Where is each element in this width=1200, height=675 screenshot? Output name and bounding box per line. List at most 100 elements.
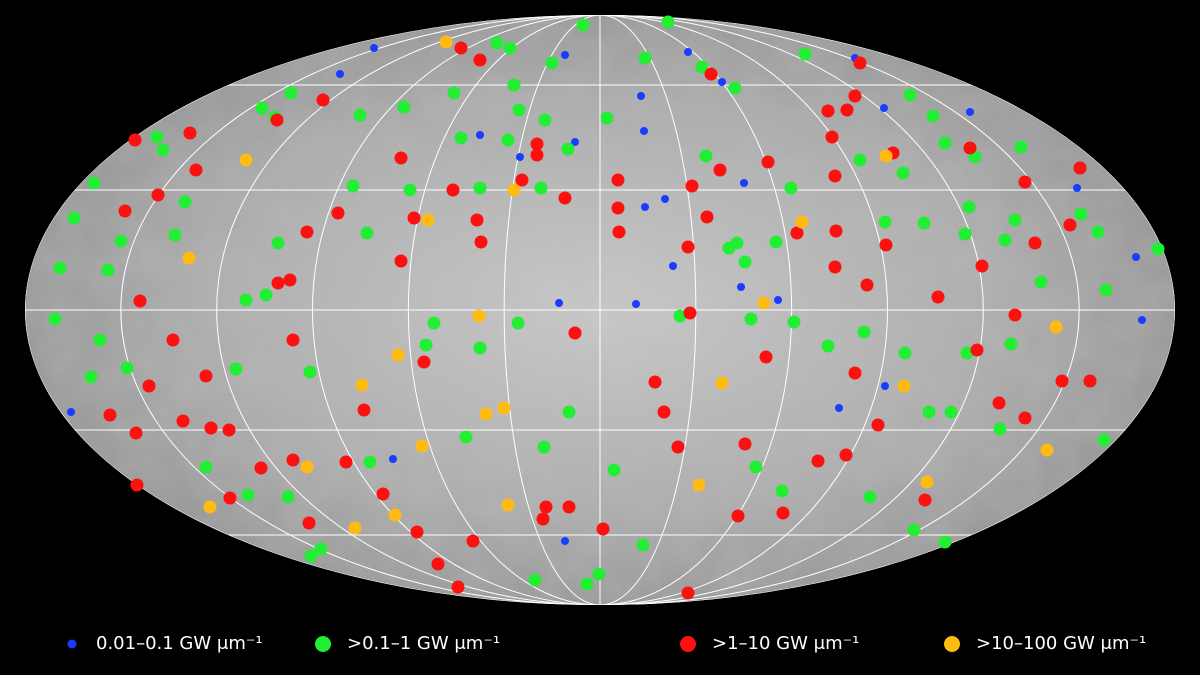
hotspot [975, 259, 989, 273]
hotspot [1008, 213, 1022, 227]
hotspot [966, 108, 974, 116]
hotspot [241, 488, 255, 502]
hotspot [454, 41, 468, 55]
hotspot [853, 56, 867, 70]
hotspot [156, 143, 170, 157]
hotspot [825, 130, 839, 144]
hotspot [700, 210, 714, 224]
hotspot [473, 341, 487, 355]
hotspot [512, 103, 526, 117]
hotspot [907, 523, 921, 537]
hotspot [388, 508, 402, 522]
hotspot [133, 294, 147, 308]
hotspot [761, 155, 775, 169]
hotspot [881, 382, 889, 390]
legend-marker [680, 636, 696, 652]
hotspot [769, 235, 783, 249]
hotspot [1008, 308, 1022, 322]
hotspot [1083, 374, 1097, 388]
hotspot [562, 405, 576, 419]
hotspot [314, 542, 328, 556]
hotspot [129, 426, 143, 440]
hotspot [612, 225, 626, 239]
hotspot [681, 240, 695, 254]
hotspot [970, 343, 984, 357]
hotspot [271, 236, 285, 250]
hotspot [447, 86, 461, 100]
hotspot [284, 86, 298, 100]
hotspot [183, 126, 197, 140]
hotspot [671, 440, 685, 454]
hotspot [353, 108, 367, 122]
hotspot [503, 41, 517, 55]
hotspot [168, 228, 182, 242]
hotspot [403, 183, 417, 197]
hotspot [316, 93, 330, 107]
hotspot [355, 378, 369, 392]
hotspot [530, 137, 544, 151]
hotspot [917, 216, 931, 230]
hotspot [336, 70, 344, 78]
hotspot [731, 509, 745, 523]
hotspot [568, 326, 582, 340]
hotspot [539, 500, 553, 514]
hotspot [840, 103, 854, 117]
legend-marker [315, 636, 331, 652]
hotspot [944, 405, 958, 419]
hotspot [490, 36, 504, 50]
hotspot [142, 379, 156, 393]
hotspot [357, 403, 371, 417]
hotspot [811, 454, 825, 468]
hotspot [376, 487, 390, 501]
hotspot [515, 173, 529, 187]
meridian [120, 15, 1080, 605]
hotspot [558, 191, 572, 205]
hotspot [1014, 140, 1028, 154]
hotspot [394, 254, 408, 268]
hotspot [1004, 337, 1018, 351]
hotspot [931, 290, 945, 304]
hotspot [863, 490, 877, 504]
hotspot [828, 260, 842, 274]
hotspot [740, 179, 748, 187]
hotspot [898, 346, 912, 360]
hotspot [501, 133, 515, 147]
hotspot [607, 463, 621, 477]
hotspot [695, 60, 709, 74]
hotspot [339, 455, 353, 469]
hotspot [507, 78, 521, 92]
legend-marker [944, 636, 960, 652]
hotspot [1049, 320, 1063, 334]
hotspot [1074, 207, 1088, 221]
hotspot [410, 525, 424, 539]
hotspot [835, 404, 843, 412]
hotspot [283, 273, 297, 287]
hotspot [222, 423, 236, 437]
hotspot [239, 293, 253, 307]
hotspot [459, 430, 473, 444]
hotspot [474, 235, 488, 249]
hotspot [684, 48, 692, 56]
hotspot [775, 484, 789, 498]
hotspot [685, 179, 699, 193]
hotspot [254, 461, 268, 475]
hotspot [880, 104, 888, 112]
hotspot [303, 365, 317, 379]
hotspot [1018, 175, 1032, 189]
hotspot [632, 300, 640, 308]
hotspot [271, 276, 285, 290]
hotspot [1055, 374, 1069, 388]
hotspot [1138, 316, 1146, 324]
hotspot [960, 346, 974, 360]
hotspot [839, 448, 853, 462]
hotspot [926, 109, 940, 123]
hotspot [67, 211, 81, 225]
hotspot [757, 296, 771, 310]
hotspot [737, 283, 745, 291]
hotspot [407, 211, 421, 225]
hotspots [48, 15, 1165, 600]
hotspot [1132, 253, 1140, 261]
hotspot [1018, 411, 1032, 425]
hotspot [938, 136, 952, 150]
hotspot [683, 306, 697, 320]
